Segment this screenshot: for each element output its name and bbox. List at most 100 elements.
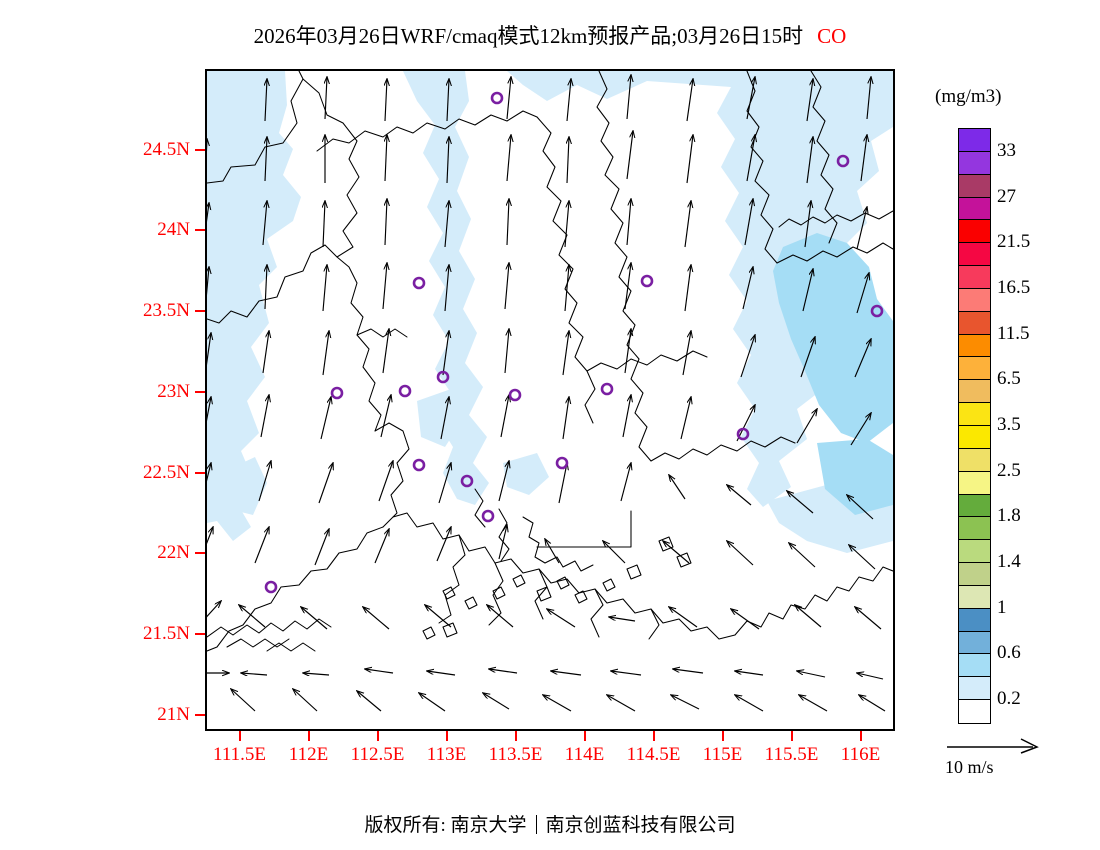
y-axis-tick — [195, 552, 205, 555]
colorbar-cell — [959, 288, 990, 312]
x-axis-tick-label: 111.5E — [213, 744, 266, 765]
y-axis-tick — [195, 390, 205, 393]
colorbar-tick-label: 0.2 — [997, 688, 1021, 710]
colorbar-tick-label: 1.8 — [997, 505, 1021, 527]
x-axis-tick-label: 112.5E — [350, 744, 405, 765]
colorbar-cell — [959, 220, 990, 244]
station-marker — [736, 427, 750, 441]
x-axis-tick — [238, 731, 241, 741]
colorbar-tick-label: 21.5 — [997, 231, 1031, 253]
colorbar-tick-label: 3.5 — [997, 414, 1021, 435]
station-marker — [412, 458, 426, 472]
x-axis-tick — [445, 731, 448, 741]
y-axis-tick — [195, 471, 205, 474]
y-axis-tick-label: 21.5N — [143, 623, 190, 645]
x-axis-tick — [790, 731, 793, 741]
colorbar-cell — [959, 243, 990, 267]
footer-right: 南京创蓝科技有限公司 — [545, 815, 736, 836]
x-axis-tick-label: 113E — [426, 744, 467, 765]
colorbar-tick-label: 1.4 — [997, 551, 1021, 573]
colorbar-cell — [959, 334, 990, 358]
map-svg — [207, 71, 893, 712]
colorbar-tick-label: 11.5 — [997, 322, 1030, 344]
right-arrow-icon — [947, 738, 1039, 754]
colorbar-cell — [959, 540, 990, 564]
y-axis-tick — [195, 633, 205, 636]
y-axis-tick — [195, 713, 205, 716]
x-axis-tick-label: 115E — [702, 744, 743, 765]
colorbar-cell — [959, 700, 990, 723]
colorbar-cell — [959, 357, 990, 381]
x-axis-tick-label: 116E — [840, 744, 881, 765]
colorbar-tick-label: 27 — [997, 185, 1016, 207]
species-label: CO — [817, 24, 847, 48]
x-axis-tick — [376, 731, 379, 741]
y-axis-tick-label: 23.5N — [143, 300, 190, 322]
station-marker — [436, 370, 450, 384]
y-axis-tick-label: 21N — [157, 703, 190, 725]
y-axis-tick — [195, 229, 205, 232]
colorbar-cell — [959, 517, 990, 541]
station-marker — [398, 384, 412, 398]
copyright-footer: 版权所有: 南京大学 南京创蓝科技有限公司 — [0, 810, 1100, 837]
footer-left: 版权所有: 南京大学 — [364, 815, 527, 836]
station-marker — [555, 456, 569, 470]
y-axis-tick — [195, 310, 205, 313]
colorbar-cell — [959, 448, 990, 472]
colorbar-tick-label: 2.5 — [997, 459, 1021, 481]
footer-divider — [535, 815, 537, 834]
colorbar-cell — [959, 563, 990, 586]
colorbar-cell — [959, 608, 990, 632]
y-axis-tick-label: 24.5N — [143, 138, 190, 160]
colorbar-unit-label: (mg/m3) — [935, 86, 1002, 107]
station-marker — [836, 154, 850, 168]
y-axis-tick-label: 24N — [157, 219, 190, 241]
colorbar-cell — [959, 380, 990, 404]
colorbar-cell — [959, 197, 990, 221]
station-marker — [412, 276, 426, 290]
colorbar-cell — [959, 266, 990, 289]
colorbar-cell — [959, 425, 990, 449]
x-axis-tick-label: 115.5E — [764, 744, 819, 765]
wind-vector-field — [207, 75, 886, 712]
colorbar-cell — [959, 403, 990, 426]
x-axis-tick-label: 114.5E — [626, 744, 681, 765]
x-axis-tick — [307, 731, 310, 741]
x-axis-tick — [652, 731, 655, 741]
wind-scale-arrow — [945, 738, 1055, 754]
y-axis-tick-label: 23N — [157, 380, 190, 402]
station-marker — [870, 304, 884, 318]
station-marker — [264, 580, 278, 594]
x-axis-tick-label: 113.5E — [488, 744, 543, 765]
map-canvas — [207, 71, 893, 729]
colorbar-cell — [959, 631, 990, 655]
station-marker — [600, 382, 614, 396]
colorbar-tick-label: 0.6 — [997, 642, 1021, 664]
page-title: 2026年03月26日WRF/cmaq模式12km预报产品;03月26日15时 C… — [0, 20, 1100, 50]
colorbar — [958, 128, 991, 724]
x-axis-tick-label: 114E — [564, 744, 605, 765]
colorbar-cell — [959, 311, 990, 335]
colorbar-cell — [959, 654, 990, 678]
x-axis-tick — [721, 731, 724, 741]
map-plot-frame — [205, 69, 895, 731]
contour-level-06 — [773, 233, 893, 515]
station-marker — [640, 274, 654, 288]
x-axis-tick — [583, 731, 586, 741]
wind-scale-label: 10 m/s — [945, 757, 994, 777]
y-axis-tick-label: 22.5N — [143, 461, 190, 483]
colorbar-cell — [959, 494, 990, 518]
station-markers — [264, 91, 884, 594]
page-title-text: 2026年03月26日WRF/cmaq模式12km预报产品;03月26日15时 — [253, 24, 804, 48]
colorbar-tick-label: 6.5 — [997, 368, 1021, 390]
colorbar-cell — [959, 585, 990, 609]
station-marker — [330, 386, 344, 400]
colorbar-tick-label: 1 — [997, 596, 1007, 618]
colorbar-tick-label: 33 — [997, 139, 1016, 161]
colorbar-cell — [959, 677, 990, 701]
map-boundaries — [207, 71, 893, 652]
y-axis-tick — [195, 148, 205, 151]
x-axis-tick-label: 112E — [288, 744, 329, 765]
station-marker — [460, 474, 474, 488]
